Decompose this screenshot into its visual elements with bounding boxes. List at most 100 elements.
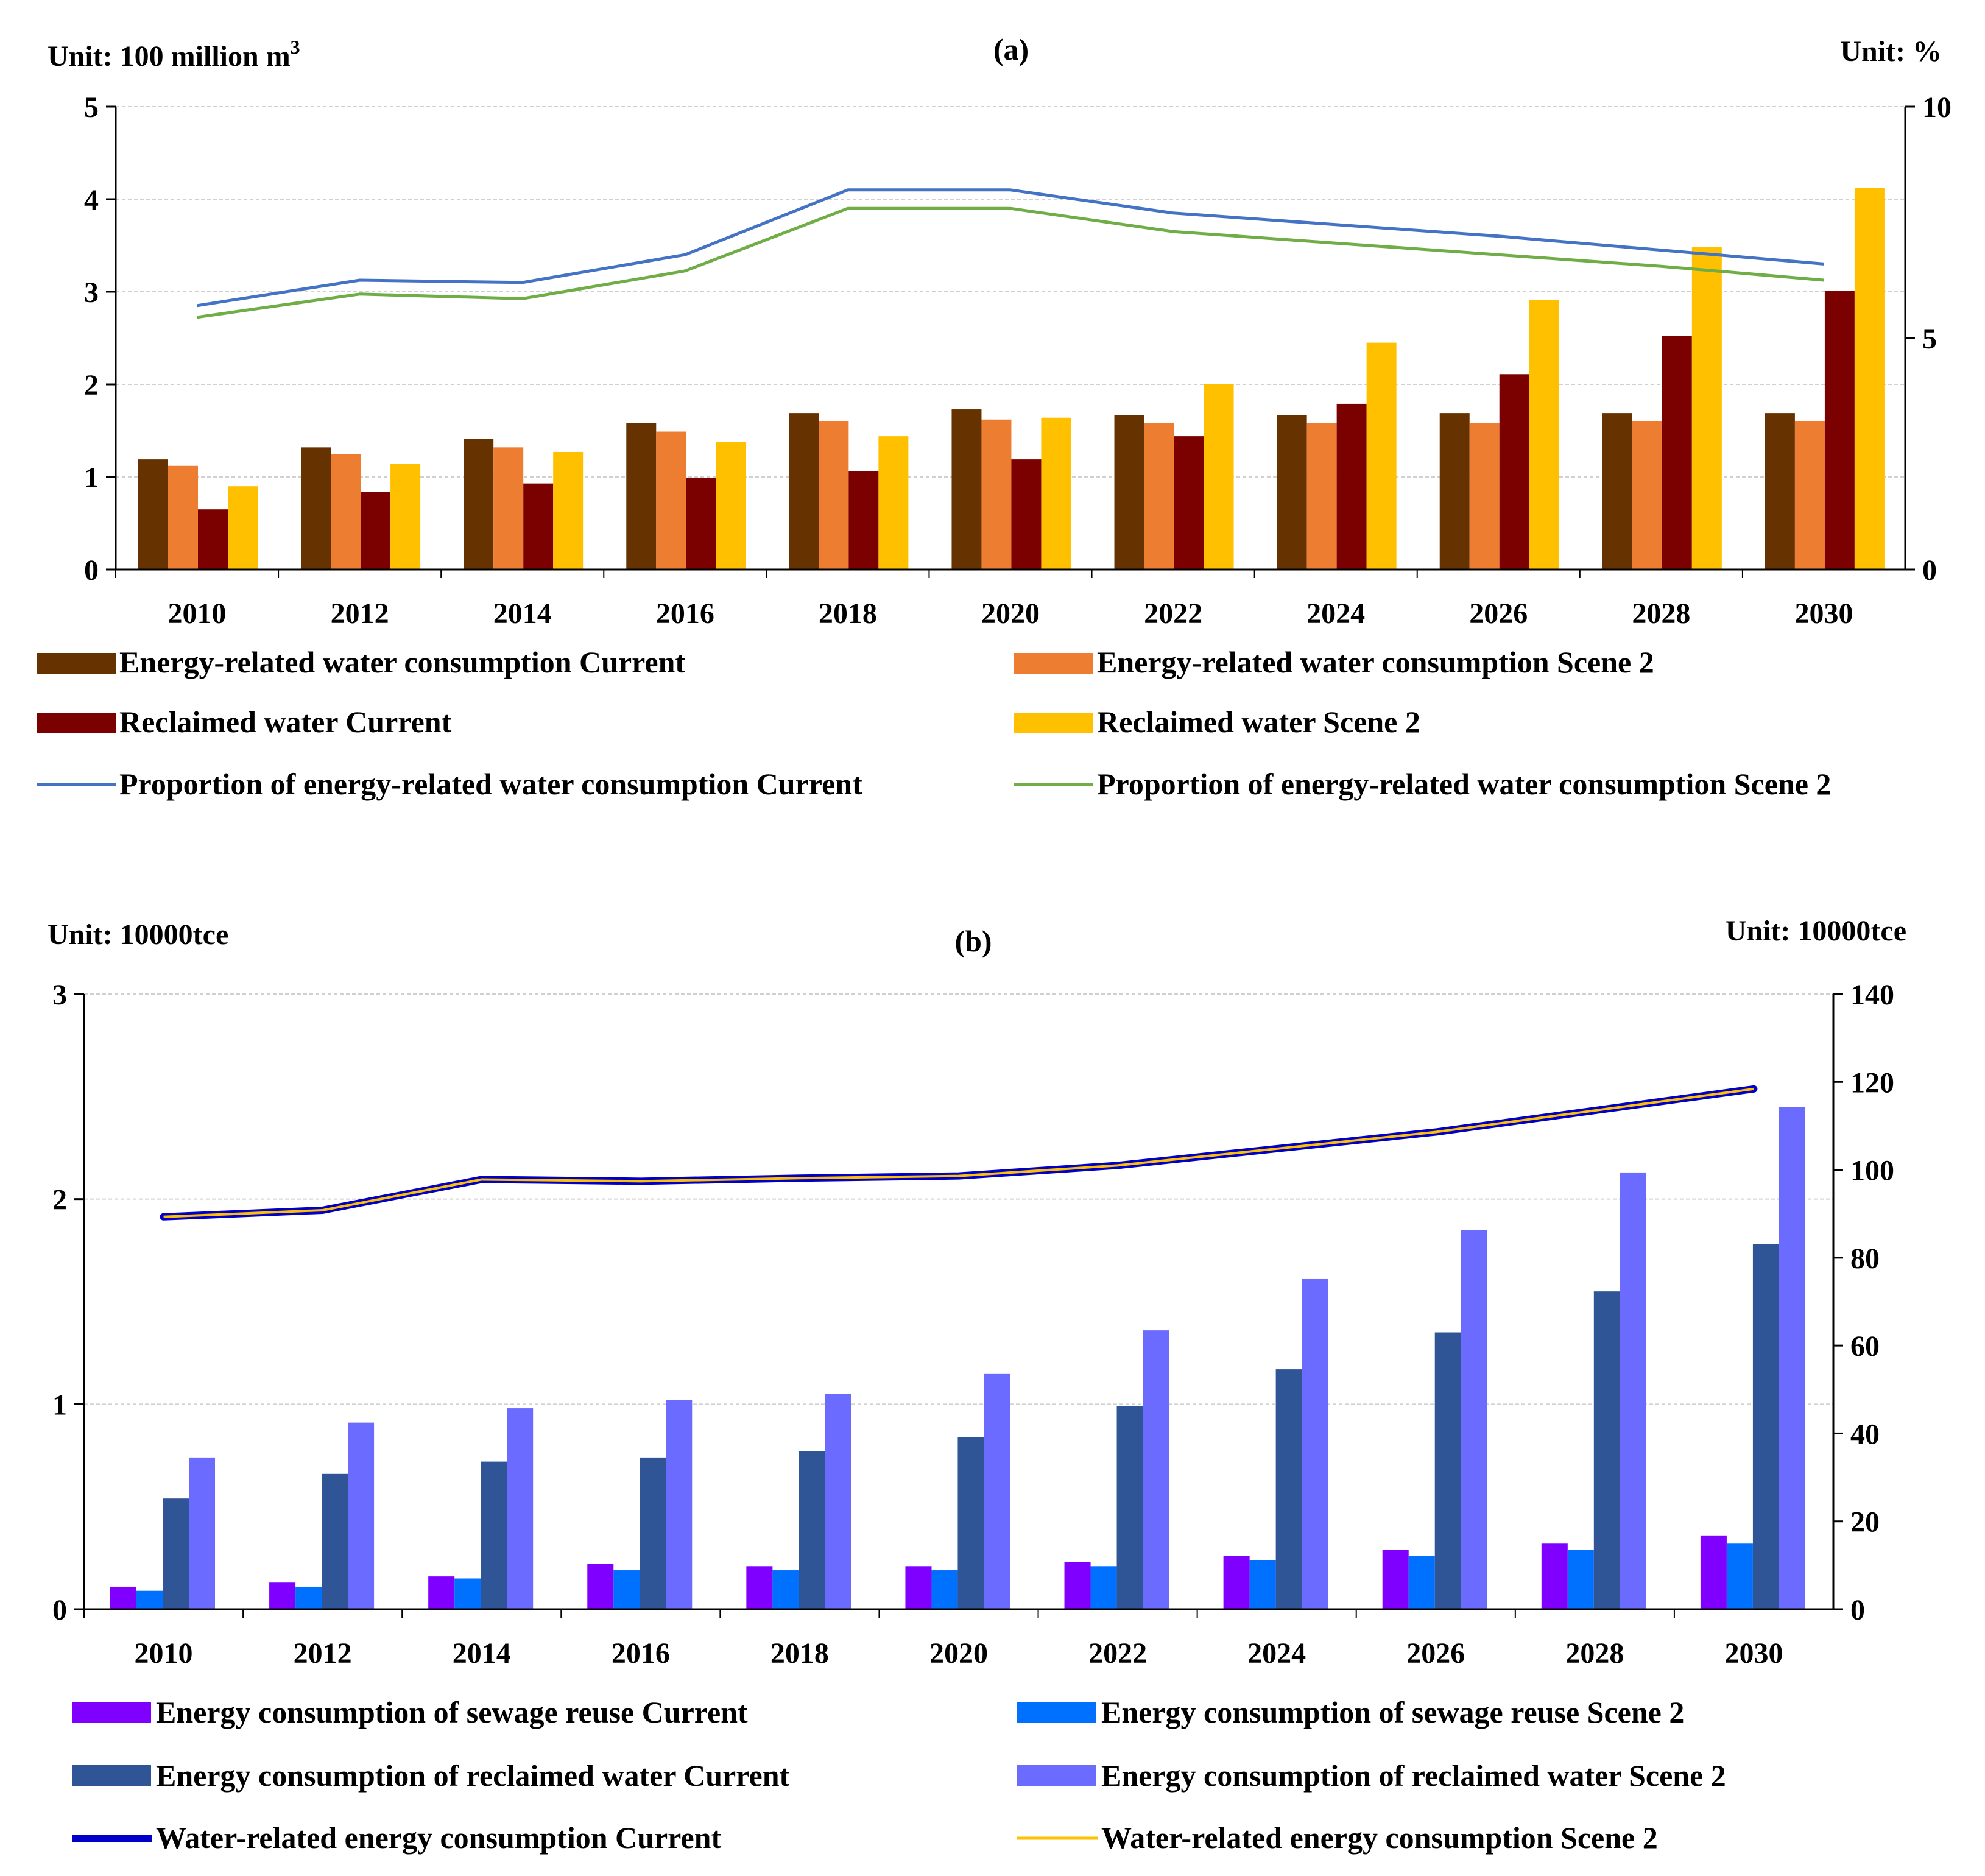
bar-3	[361, 492, 391, 570]
left-tick-label: 1	[84, 462, 99, 494]
right-tick-label: 5	[1922, 323, 1937, 355]
panel-b-axes	[74, 993, 1843, 1618]
bar-2	[454, 1578, 481, 1609]
panel-a-legend: Energy-related water consumption Current…	[37, 645, 1831, 801]
bar-4	[716, 442, 746, 570]
bar-2	[931, 1570, 958, 1609]
right-tick-label: 100	[1850, 1155, 1894, 1187]
legend-item: Reclaimed water Current	[37, 705, 452, 739]
legend-item: Energy-related water consumption Current	[37, 645, 685, 679]
bar-3	[523, 483, 554, 570]
bar-4	[348, 1422, 375, 1609]
bar-1	[1765, 413, 1795, 570]
legend-swatch	[1017, 1765, 1096, 1786]
x-tick-label: 2022	[1088, 1637, 1147, 1670]
bar-3	[957, 1437, 984, 1609]
legend-item: Energy-related water consumption Scene 2	[1014, 645, 1654, 679]
bar-1	[301, 447, 331, 570]
x-tick-label: 2030	[1724, 1637, 1783, 1670]
bar-2	[1408, 1556, 1435, 1609]
panel-a-tick-labels: 0 1 2 3 4 5 0 5 10 2010 2012 2014 2016 2018 2020 2022 20…	[84, 91, 1952, 630]
left-tick-label: 0	[52, 1594, 67, 1626]
right-tick-label: 120	[1850, 1067, 1894, 1099]
legend-label: Reclaimed water Current	[119, 705, 452, 739]
legend-label: Energy consumption of reclaimed water Sc…	[1101, 1758, 1726, 1793]
bar-1	[1277, 415, 1307, 570]
legend-swatch	[1014, 653, 1093, 674]
left-tick-label: 0	[84, 554, 99, 587]
bar-1	[428, 1576, 455, 1609]
x-tick-label: 2012	[331, 598, 389, 630]
panel-b-lines	[160, 1085, 1758, 1221]
bar-2	[493, 447, 524, 570]
bar-2	[656, 431, 686, 570]
legend-label: Energy-related water consumption Current	[119, 645, 685, 679]
left-tick-label: 2	[84, 369, 99, 401]
panel-b-right-unit: Unit: 10000tce	[1726, 915, 1906, 947]
legend-item: Reclaimed water Scene 2	[1014, 705, 1420, 739]
bar-1	[1700, 1535, 1727, 1609]
bar-3	[1662, 336, 1692, 570]
bar-2	[168, 465, 198, 570]
bar-1	[1439, 413, 1470, 570]
right-tick-label: 60	[1850, 1330, 1880, 1363]
bar-1	[269, 1582, 296, 1609]
legend-item: Proportion of energy-related water consu…	[37, 767, 862, 801]
bar-2	[1632, 421, 1662, 570]
panel-b-tick-labels: 0 1 2 3 0 20 40 60 80 100 120 140 2010 2012 2014 2016 20…	[52, 979, 1894, 1670]
bar-3	[1593, 1291, 1620, 1609]
x-tick-label: 2028	[1565, 1637, 1624, 1670]
bar-4	[666, 1400, 693, 1609]
bar-4	[984, 1373, 1010, 1609]
x-tick-label: 2026	[1406, 1637, 1465, 1670]
legend-label: Energy consumption of sewage reuse Scene…	[1101, 1695, 1684, 1729]
bar-2	[1249, 1560, 1276, 1609]
legend-label: Energy-related water consumption Scene 2	[1097, 645, 1654, 679]
left-tick-label: 3	[84, 277, 99, 309]
bar-4	[1691, 247, 1722, 570]
bar-2	[1567, 1550, 1594, 1609]
bar-1	[1382, 1550, 1409, 1609]
left-tick-label: 5	[84, 91, 99, 124]
x-tick-label: 2014	[453, 1637, 511, 1670]
x-tick-label: 2020	[981, 598, 1040, 630]
bar-2	[1469, 423, 1500, 570]
right-tick-label: 10	[1922, 91, 1952, 124]
left-tick-label: 4	[84, 184, 99, 216]
bar-4	[1204, 384, 1234, 570]
bar-2	[981, 419, 1012, 570]
panel-b-left-unit: Unit: 10000tce	[48, 919, 228, 951]
bar-3	[198, 509, 228, 570]
bar-1	[1541, 1543, 1568, 1609]
bar-3	[686, 478, 716, 570]
bar-2	[819, 421, 849, 570]
bar-1	[905, 1566, 932, 1609]
legend-item: Energy consumption of sewage reuse Curre…	[72, 1695, 748, 1729]
right-tick-label: 0	[1922, 554, 1937, 587]
x-tick-label: 2024	[1306, 598, 1365, 630]
legend-item: Energy consumption of reclaimed water Cu…	[72, 1758, 790, 1793]
legend-label: Proportion of energy-related water consu…	[119, 767, 862, 801]
bar-2	[613, 1570, 640, 1609]
bar-3	[1752, 1244, 1779, 1609]
bar-3	[1824, 291, 1855, 570]
legend-swatch	[1014, 713, 1093, 733]
panel-a-axes	[106, 105, 1915, 578]
x-tick-label: 2030	[1794, 598, 1853, 630]
series-line-2	[197, 206, 1824, 319]
legend-swatch	[72, 1765, 151, 1786]
legend-swatch	[1017, 1702, 1096, 1723]
bar-3	[799, 1451, 825, 1609]
bar-4	[1041, 417, 1071, 570]
bar-4	[1854, 188, 1885, 570]
panel-a-lines	[197, 188, 1824, 319]
panel-b-bars	[110, 1107, 1805, 1609]
bar-4	[390, 464, 421, 570]
x-tick-label: 2014	[493, 598, 552, 630]
x-tick-label: 2018	[770, 1637, 829, 1670]
bar-2	[1794, 421, 1825, 570]
bar-1	[789, 413, 819, 570]
bar-3	[1011, 459, 1042, 570]
bar-1	[1064, 1562, 1091, 1609]
